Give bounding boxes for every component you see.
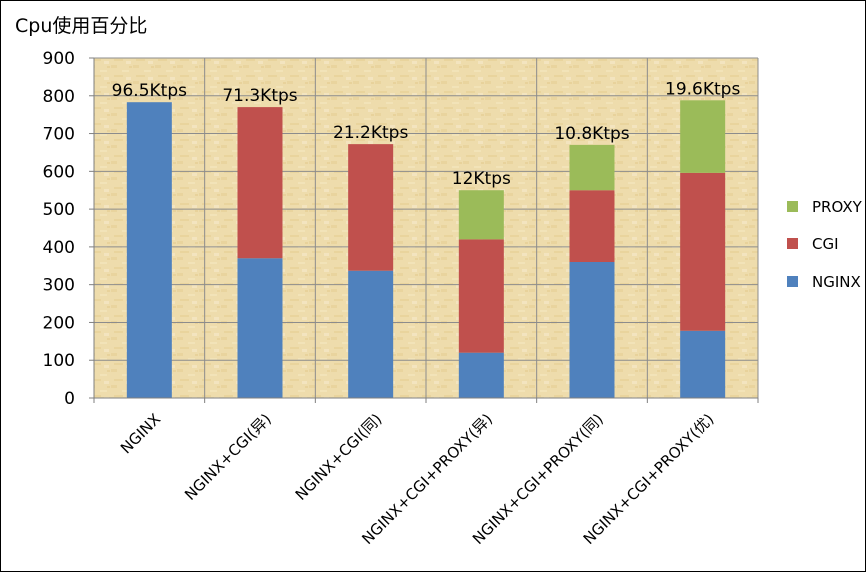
bar-proxy <box>680 100 726 173</box>
x-category-label: NGINX+CGI+PROXY(优) <box>580 410 718 548</box>
y-tick-label: 0 <box>64 389 75 409</box>
data-label: 12Ktps <box>452 169 511 189</box>
bar-proxy <box>569 144 615 191</box>
legend-swatch-cgi <box>787 238 798 249</box>
bar-nginx <box>458 352 504 398</box>
legend-label-proxy: PROXY <box>812 198 863 216</box>
bar-cgi <box>237 107 283 259</box>
bar-cgi <box>680 172 726 331</box>
x-category-label: NGINX+CGI(同) <box>292 410 386 504</box>
y-tick-label: 100 <box>43 351 75 371</box>
bar-cgi <box>569 190 615 262</box>
data-label: 96.5Ktps <box>112 81 187 101</box>
x-category-label: NGINX+CGI(异) <box>181 410 275 504</box>
legend-swatch-proxy <box>787 201 798 212</box>
bar-nginx <box>126 102 172 398</box>
bar-proxy <box>458 190 504 240</box>
y-tick-label: 200 <box>43 313 75 333</box>
bar-nginx <box>237 258 283 398</box>
y-tick-label: 600 <box>43 162 75 182</box>
data-label: 19.6Ktps <box>665 79 740 99</box>
legend-label-nginx: NGINX <box>812 273 861 291</box>
data-label: 71.3Ktps <box>222 86 297 106</box>
y-tick-label: 500 <box>43 200 75 220</box>
bar-nginx <box>569 262 615 398</box>
chart-title: Cpu使用百分比 <box>15 15 147 37</box>
grid-lines <box>94 57 759 398</box>
legend-swatch-nginx <box>787 276 798 287</box>
x-category-label: NGINX+CGI+PROXY(异) <box>358 410 496 548</box>
x-category-label: NGINX <box>117 410 164 457</box>
bar-cgi <box>458 239 504 353</box>
y-tick-label: 800 <box>43 87 75 107</box>
legend: PROXY CGI NGINX <box>787 198 863 291</box>
y-tick-label: 300 <box>43 276 75 296</box>
axes <box>89 57 759 403</box>
y-tick-label: 400 <box>43 238 75 258</box>
x-category-label: NGINX+CGI+PROXY(同) <box>469 410 607 548</box>
data-label: 10.8Ktps <box>554 124 629 144</box>
data-label: 21.2Ktps <box>333 123 408 143</box>
y-tick-label: 900 <box>43 49 75 69</box>
bars <box>126 100 726 398</box>
bar-nginx <box>348 270 394 398</box>
y-tick-label: 700 <box>43 125 75 145</box>
bar-nginx <box>680 330 726 398</box>
bar-cgi <box>348 144 394 271</box>
legend-label-cgi: CGI <box>812 235 839 253</box>
